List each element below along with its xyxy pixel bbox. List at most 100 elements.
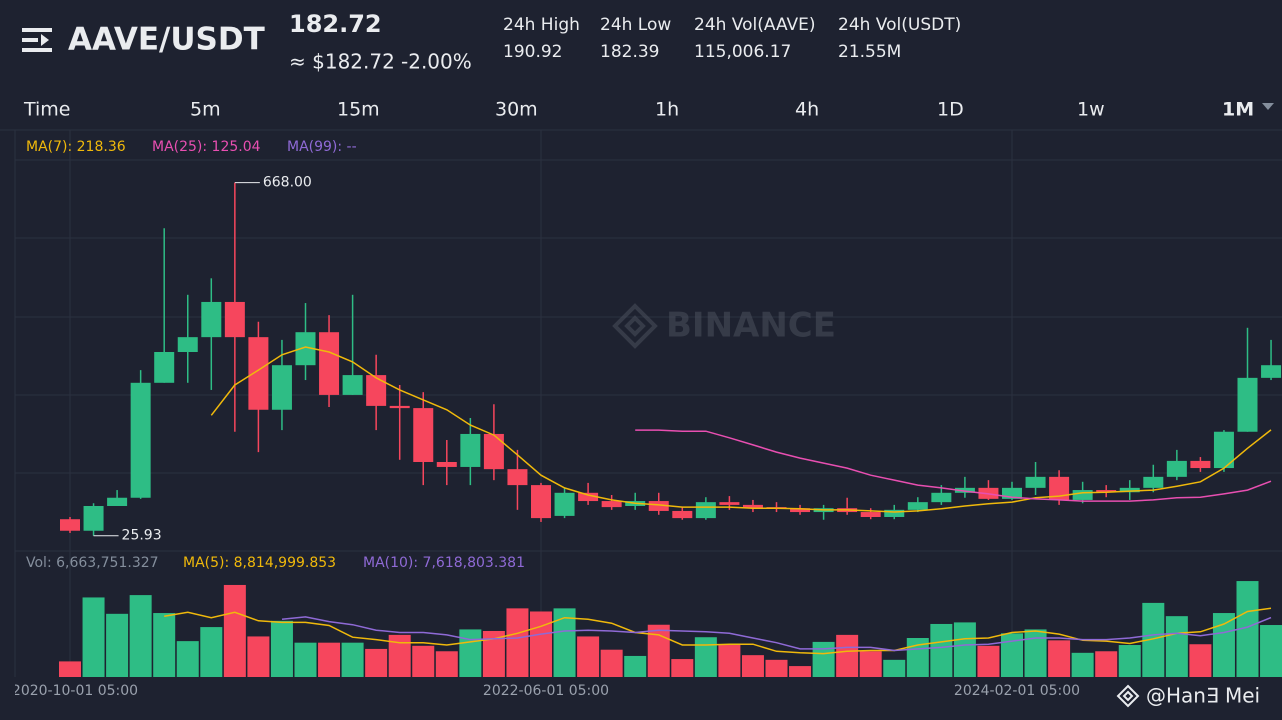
candle-body: [601, 501, 622, 508]
volume-bar: [977, 645, 1000, 677]
candle-body: [648, 501, 669, 511]
stat-value: 115,006.17: [694, 42, 791, 62]
timeframe-tab[interactable]: 1h: [655, 99, 679, 121]
last-price: 182.72: [289, 10, 382, 38]
credit: @Han∃ Mei: [1146, 684, 1260, 708]
stat-label: 24h Vol(USDT): [838, 15, 961, 35]
high-label: 668.00: [263, 175, 312, 191]
volume-bar: [789, 666, 812, 677]
timeframe-tab[interactable]: 1M: [1222, 99, 1254, 121]
candle-body: [248, 337, 269, 410]
chart: 2020-10-01 05:00 25.93 668.00 2022-06-01 05…: [12, 175, 1282, 699]
volume-bar: [1189, 644, 1212, 677]
candle-body: [860, 512, 881, 517]
volume-bar: [1095, 651, 1118, 677]
ma-line: [635, 429, 1272, 502]
ma-line: [281, 616, 1272, 652]
volume-bar: [836, 634, 859, 677]
timeframe-tab[interactable]: 1w: [1077, 99, 1105, 121]
volume-bar: [671, 659, 694, 677]
stat-value: 182.39: [600, 42, 659, 62]
volume-bar: [318, 642, 341, 677]
volume-bar: [82, 597, 105, 677]
candle-body: [790, 508, 811, 513]
candle-body: [1143, 476, 1164, 488]
x-tick-label: 2022-06-01 05:00: [483, 683, 609, 699]
candle-body: [1025, 476, 1046, 488]
candle-body: [1072, 490, 1093, 500]
volume-bar: [59, 661, 81, 677]
ma-legend: MA(99): --: [287, 139, 357, 155]
ma-line: [210, 346, 1272, 513]
x-tick-label: 2024-02-01 05:00: [954, 683, 1080, 699]
menu-icon[interactable]: [22, 28, 52, 52]
candle-body: [60, 519, 80, 531]
candle-body: [389, 405, 410, 409]
candle-body: [884, 509, 905, 517]
timeframe-tab[interactable]: 5m: [190, 99, 221, 121]
dropdown-arrow[interactable]: [1262, 103, 1274, 110]
watermark: BINANCE: [612, 303, 836, 349]
candle-body: [83, 506, 104, 531]
volume-bar: [459, 629, 482, 677]
volume-bar: [765, 659, 788, 677]
ma-line: [164, 607, 1272, 655]
volume-bar: [812, 641, 835, 677]
volume-bar: [223, 584, 246, 677]
volume-bar: [365, 648, 388, 677]
stat-value: 190.92: [503, 42, 562, 62]
volume-bar: [1118, 645, 1141, 677]
volume-bar: [412, 645, 435, 677]
fiat-price: ≈ $182.72: [289, 50, 395, 74]
volume-bar: [1048, 640, 1071, 677]
volume-bar: [435, 651, 458, 677]
candle-body: [224, 301, 245, 338]
candle-body: [1049, 476, 1070, 500]
candle-body: [130, 382, 151, 498]
ma-legend: MA(7): 218.36: [26, 139, 126, 155]
volume-bar: [647, 624, 670, 677]
candle-body: [954, 487, 975, 493]
credit-icon: [1116, 684, 1140, 708]
volume-bar: [153, 613, 176, 677]
volume-bar: [741, 655, 764, 677]
volume-bar: [1001, 633, 1023, 677]
timeframe-tab[interactable]: Time: [23, 99, 71, 121]
candle-body: [1002, 487, 1022, 499]
volume-bar: [883, 659, 906, 677]
candle-body: [719, 502, 740, 505]
candle-body: [578, 492, 599, 502]
volume-bar: [1165, 616, 1188, 677]
volume-bar: [1071, 652, 1094, 677]
volume-bar: [600, 649, 623, 677]
candle-body: [695, 502, 716, 519]
volume-bar: [1024, 629, 1047, 677]
volume-bar: [953, 622, 976, 677]
candle-body: [177, 337, 198, 352]
volume-bar: [270, 620, 293, 677]
volume-bar: [388, 634, 411, 677]
volume-bar: [859, 651, 882, 677]
candle-body: [931, 492, 952, 503]
candle-body: [554, 492, 575, 516]
volume-ma-legend: MA(5): 8,814,999.853: [183, 555, 336, 571]
timeframe-tab[interactable]: 15m: [337, 99, 380, 121]
candle-body: [319, 332, 340, 395]
stat-label: 24h Low: [600, 15, 671, 35]
timeframe-tab[interactable]: 1D: [937, 99, 964, 121]
candle-body: [295, 332, 316, 366]
volume-bar: [577, 636, 600, 677]
volume-bar: [906, 638, 929, 677]
x-tick-label: 2020-10-01 05:00: [12, 683, 138, 699]
candle-body: [907, 502, 928, 510]
volume-bar: [694, 637, 717, 677]
timeframe-tab[interactable]: 30m: [495, 99, 538, 121]
volume-bar: [506, 608, 529, 677]
volume-bar: [247, 636, 270, 677]
volume-bar: [1142, 602, 1165, 677]
candle-body: [154, 352, 175, 383]
volume-bar: [1260, 625, 1282, 677]
timeframe-tab[interactable]: 4h: [795, 99, 819, 121]
volume-bar: [176, 641, 199, 677]
